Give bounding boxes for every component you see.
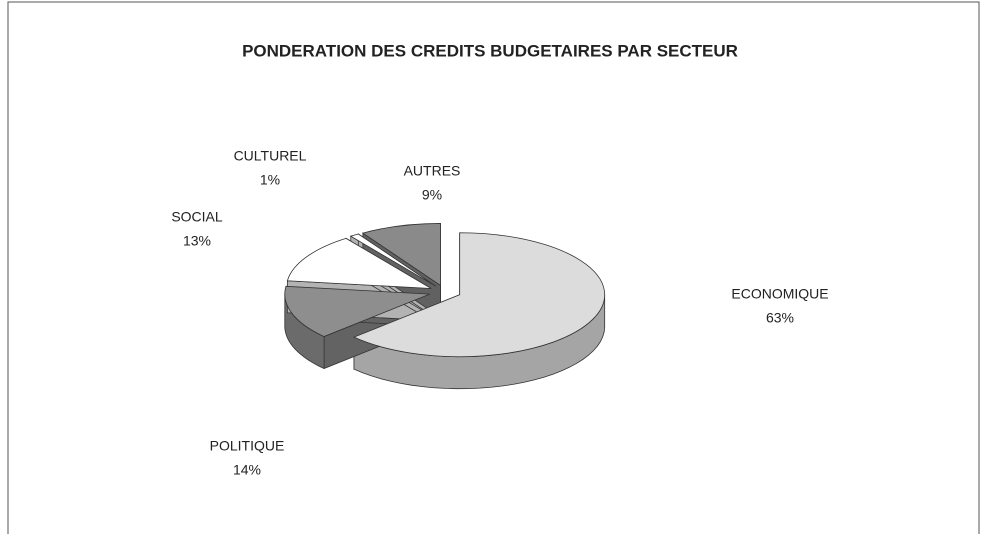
slice-value-label: 9% [422,187,442,203]
slice-label: CULTUREL [234,148,307,164]
chart-frame [7,1,980,534]
slice-label: POLITIQUE [210,438,285,454]
slice [361,223,441,287]
slice-label: SOCIAL [171,209,223,225]
slice-value-label: 13% [183,233,211,249]
slice [349,233,437,287]
slice-value-label: 14% [233,462,261,478]
slice [352,232,606,358]
slice-label: ECONOMIQUE [731,286,828,302]
slice [286,237,432,289]
slice [284,285,430,337]
slice-value-label: 63% [766,310,794,326]
slice-value-label: 1% [260,172,280,188]
slice-label: AUTRES [404,163,461,179]
chart-title: PONDERATION DES CREDITS BUDGETAIRES PAR … [242,41,738,60]
